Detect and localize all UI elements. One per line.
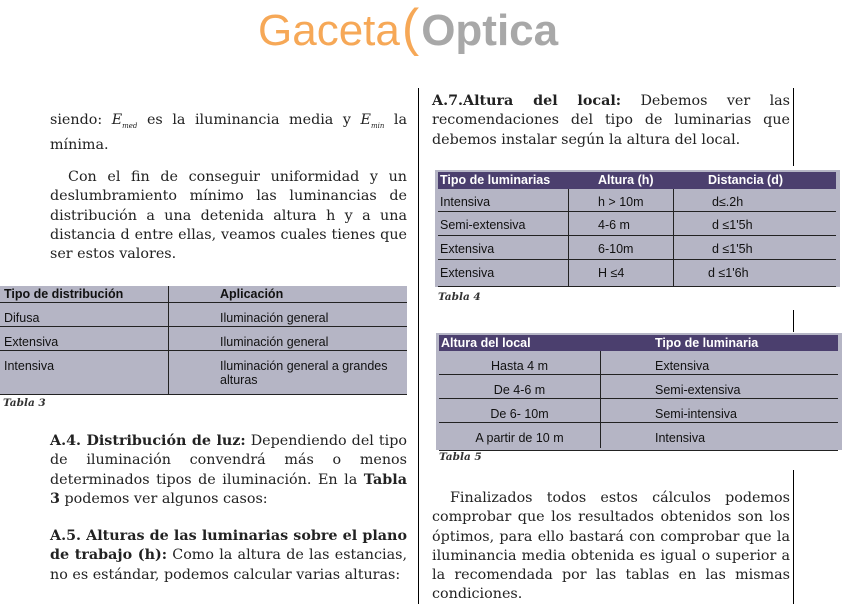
table-5-caption: Tabla 5 xyxy=(439,451,482,463)
table-4: Tipo de luminarias Altura (h) Distancia (d… xyxy=(435,170,840,287)
column-divider xyxy=(418,88,419,604)
table-row: Intensiva h > 10m d≤.2h xyxy=(438,189,836,212)
table-header-row: Altura del local Tipo de luminaria xyxy=(439,335,838,351)
paragraph-a5: A.5. Alturas de las luminarias sobre el … xyxy=(50,528,407,583)
table-4-caption: Tabla 4 xyxy=(438,291,481,303)
table-row: Hasta 4 m Extensiva xyxy=(439,351,838,375)
column-rule xyxy=(793,470,794,604)
column-rule xyxy=(793,88,794,166)
logo-bracket: ( xyxy=(401,0,420,57)
table-row: Extensiva H ≤4 d ≤1'6h xyxy=(438,260,836,287)
table-header-row: Tipo de luminarias Altura (h) Distancia (d… xyxy=(438,172,836,189)
paragraph-siendo: siendo: Emed es la iluminancia media y E… xyxy=(50,112,407,154)
paragraph-uniformidad: Con el fin de conseguir uniformidad y un… xyxy=(50,169,407,263)
gaceta-optica-logo: Gaceta(Optica xyxy=(258,2,559,55)
logo-optica: Optica xyxy=(421,6,559,55)
table-3-caption: Tabla 3 xyxy=(3,397,46,409)
table-row: Difusa Iluminación general xyxy=(0,303,407,327)
column-rule xyxy=(793,310,794,332)
table-row: Intensiva Iluminación general a grandes a… xyxy=(0,351,407,395)
paragraph-a7: A.7.Altura del local: Debemos ver las re… xyxy=(432,93,791,148)
table-5: Altura del local Tipo de luminaria Hasta … xyxy=(436,333,842,451)
table-row: De 4-6 m Semi-extensiva xyxy=(439,375,838,399)
logo-gaceta: Gaceta xyxy=(258,6,400,55)
table-3: Tipo de distribución Aplicación Difusa Ilu… xyxy=(0,286,407,395)
table-row: A partir de 10 m Intensiva xyxy=(439,423,838,451)
paragraph-a4: A.4. Distribución de luz: Dependiendo de… xyxy=(50,433,407,507)
table-row: De 6- 10m Semi-intensiva xyxy=(439,399,838,423)
table-row: Extensiva 6-10m d ≤1'5h xyxy=(438,236,836,260)
table-header-row: Tipo de distribución Aplicación xyxy=(0,286,407,303)
table-row: Extensiva Iluminación general xyxy=(0,327,407,351)
paragraph-finalizados: Finalizados todos estos cálculos podemos… xyxy=(432,490,790,603)
